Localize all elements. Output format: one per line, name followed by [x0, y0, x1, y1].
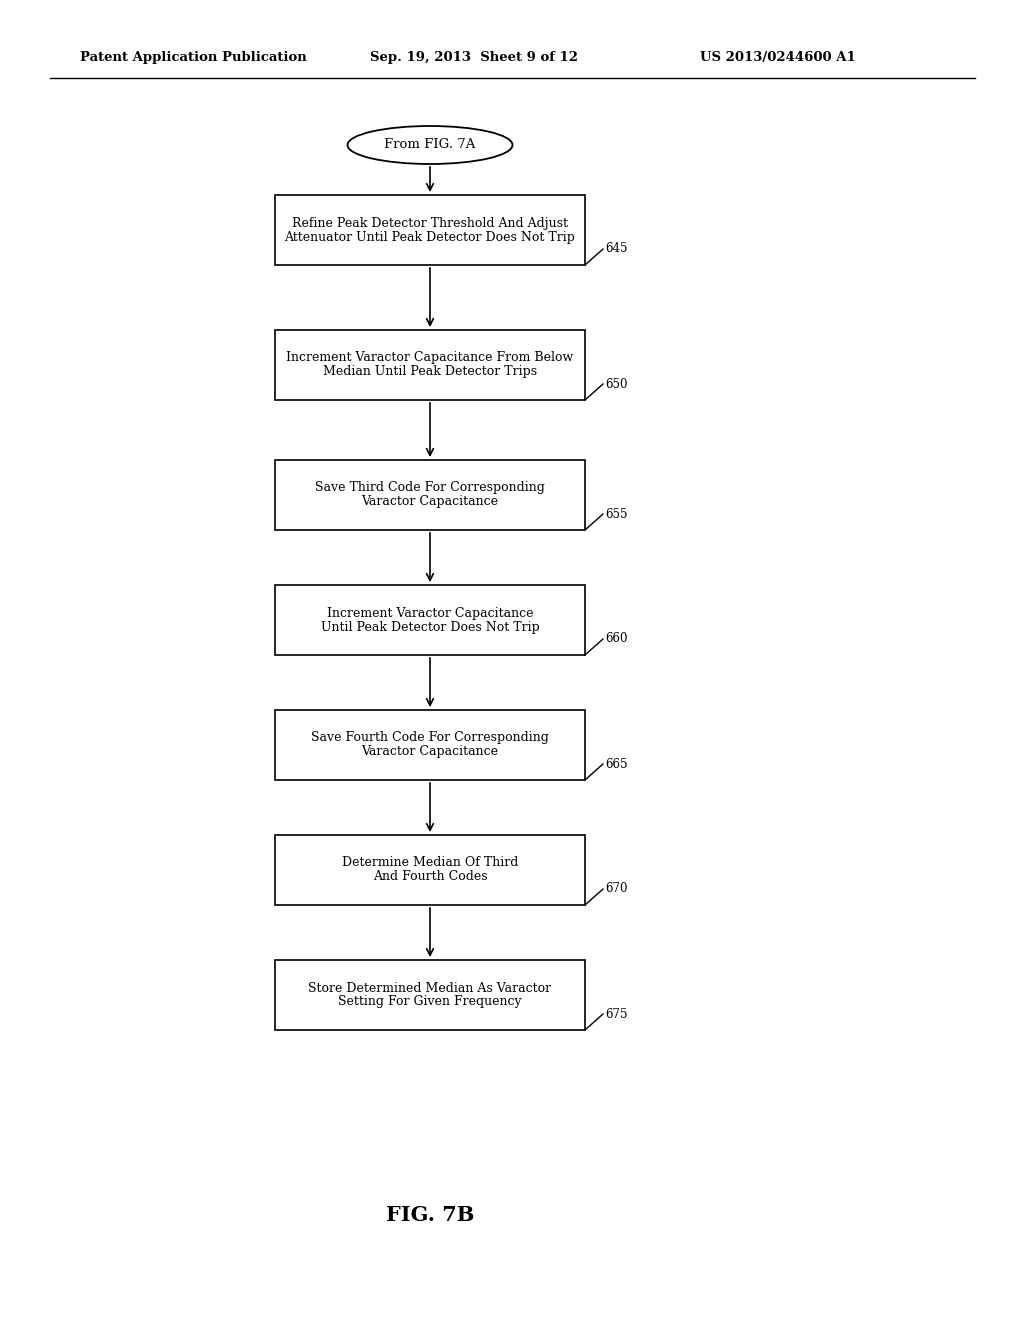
Text: Increment Varactor Capacitance: Increment Varactor Capacitance: [327, 606, 534, 619]
Text: Until Peak Detector Does Not Trip: Until Peak Detector Does Not Trip: [321, 620, 540, 634]
Text: 645: 645: [605, 243, 628, 256]
Text: Setting For Given Frequency: Setting For Given Frequency: [338, 995, 522, 1008]
Text: 660: 660: [605, 632, 628, 645]
Text: Median Until Peak Detector Trips: Median Until Peak Detector Trips: [323, 366, 537, 379]
Text: Varactor Capacitance: Varactor Capacitance: [361, 746, 499, 759]
Text: Attenuator Until Peak Detector Does Not Trip: Attenuator Until Peak Detector Does Not …: [285, 231, 575, 243]
Text: FIG. 7B: FIG. 7B: [386, 1205, 474, 1225]
Bar: [275, 330, 585, 400]
Text: 650: 650: [605, 378, 628, 391]
Text: Sep. 19, 2013  Sheet 9 of 12: Sep. 19, 2013 Sheet 9 of 12: [370, 50, 578, 63]
Text: And Fourth Codes: And Fourth Codes: [373, 870, 487, 883]
Bar: [275, 710, 585, 780]
Text: Save Third Code For Corresponding: Save Third Code For Corresponding: [315, 482, 545, 495]
Bar: [275, 836, 585, 906]
Bar: [275, 960, 585, 1030]
Bar: [275, 195, 585, 265]
Text: 655: 655: [605, 507, 628, 520]
Text: From FIG. 7A: From FIG. 7A: [384, 139, 476, 152]
Text: Increment Varactor Capacitance From Below: Increment Varactor Capacitance From Belo…: [287, 351, 573, 364]
Text: Save Fourth Code For Corresponding: Save Fourth Code For Corresponding: [311, 731, 549, 744]
Text: Refine Peak Detector Threshold And Adjust: Refine Peak Detector Threshold And Adjus…: [292, 216, 568, 230]
Text: US 2013/0244600 A1: US 2013/0244600 A1: [700, 50, 856, 63]
Text: 675: 675: [605, 1007, 628, 1020]
Bar: [275, 585, 585, 655]
Text: 670: 670: [605, 883, 628, 895]
Text: Varactor Capacitance: Varactor Capacitance: [361, 495, 499, 508]
Text: Store Determined Median As Varactor: Store Determined Median As Varactor: [308, 982, 552, 994]
Text: Determine Median Of Third: Determine Median Of Third: [342, 857, 518, 870]
Bar: [275, 459, 585, 531]
Text: Patent Application Publication: Patent Application Publication: [80, 50, 307, 63]
Text: 665: 665: [605, 758, 628, 771]
